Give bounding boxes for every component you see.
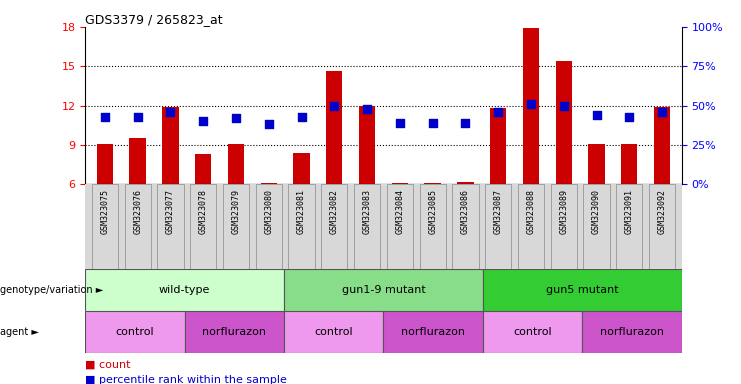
- Bar: [284, 269, 483, 311]
- Bar: [359, 106, 375, 184]
- Text: GSM323079: GSM323079: [231, 189, 241, 233]
- Bar: [617, 184, 642, 269]
- Bar: [485, 184, 511, 269]
- Point: [197, 118, 209, 124]
- Bar: [124, 184, 150, 269]
- Bar: [452, 184, 479, 269]
- Text: GSM323077: GSM323077: [166, 189, 175, 233]
- Bar: [392, 183, 408, 184]
- Bar: [483, 311, 582, 353]
- Bar: [582, 311, 682, 353]
- Text: GSM323082: GSM323082: [330, 189, 339, 233]
- Bar: [518, 184, 544, 269]
- Bar: [583, 184, 610, 269]
- Text: GSM323086: GSM323086: [461, 189, 470, 233]
- Bar: [326, 71, 342, 184]
- Text: gun5 mutant: gun5 mutant: [546, 285, 619, 295]
- Bar: [288, 184, 315, 269]
- Text: ■ percentile rank within the sample: ■ percentile rank within the sample: [85, 375, 287, 384]
- Point: [132, 114, 144, 120]
- Bar: [419, 184, 446, 269]
- Text: control: control: [514, 327, 552, 337]
- Bar: [621, 144, 637, 184]
- Text: agent ►: agent ►: [0, 327, 39, 337]
- Text: norflurazon: norflurazon: [401, 327, 465, 337]
- Text: GSM323092: GSM323092: [657, 189, 667, 233]
- Point: [361, 106, 373, 112]
- Text: ■ count: ■ count: [85, 360, 130, 370]
- Text: GSM323089: GSM323089: [559, 189, 568, 233]
- Point: [623, 114, 635, 120]
- Text: gun1-9 mutant: gun1-9 mutant: [342, 285, 425, 295]
- Point: [99, 114, 111, 120]
- Text: GSM323085: GSM323085: [428, 189, 437, 233]
- Bar: [284, 311, 384, 353]
- Bar: [185, 311, 284, 353]
- Bar: [522, 28, 539, 184]
- Bar: [588, 144, 605, 184]
- Bar: [96, 144, 113, 184]
- Point: [558, 103, 570, 109]
- Bar: [654, 107, 671, 184]
- Bar: [85, 269, 284, 311]
- Point: [591, 112, 602, 118]
- Point: [525, 101, 537, 107]
- Text: GSM323084: GSM323084: [396, 189, 405, 233]
- Point: [328, 103, 340, 109]
- Point: [656, 109, 668, 115]
- Text: norflurazon: norflurazon: [600, 327, 664, 337]
- Bar: [85, 311, 185, 353]
- Bar: [157, 184, 184, 269]
- Point: [263, 121, 275, 127]
- Bar: [227, 144, 245, 184]
- Text: GSM323087: GSM323087: [494, 189, 502, 233]
- Text: GSM323083: GSM323083: [362, 189, 371, 233]
- Bar: [321, 184, 348, 269]
- Text: GSM323080: GSM323080: [265, 189, 273, 233]
- Bar: [223, 184, 249, 269]
- Text: wild-type: wild-type: [159, 285, 210, 295]
- Text: GSM323076: GSM323076: [133, 189, 142, 233]
- Bar: [551, 184, 576, 269]
- Text: norflurazon: norflurazon: [202, 327, 266, 337]
- Bar: [354, 184, 380, 269]
- Bar: [425, 183, 441, 184]
- Bar: [256, 184, 282, 269]
- Bar: [490, 108, 506, 184]
- Bar: [190, 184, 216, 269]
- Point: [394, 120, 406, 126]
- Text: GSM323078: GSM323078: [199, 189, 207, 233]
- Bar: [387, 184, 413, 269]
- Bar: [130, 138, 146, 184]
- Bar: [293, 153, 310, 184]
- Bar: [457, 182, 473, 184]
- Bar: [483, 269, 682, 311]
- Point: [165, 109, 176, 115]
- Point: [492, 109, 504, 115]
- Text: genotype/variation ►: genotype/variation ►: [0, 285, 103, 295]
- Point: [296, 114, 308, 120]
- Bar: [261, 183, 277, 184]
- Bar: [92, 184, 118, 269]
- Point: [230, 115, 242, 121]
- Point: [427, 120, 439, 126]
- Text: GSM323088: GSM323088: [526, 189, 536, 233]
- Text: GDS3379 / 265823_at: GDS3379 / 265823_at: [85, 13, 223, 26]
- Bar: [162, 107, 179, 184]
- Text: control: control: [314, 327, 353, 337]
- Text: GSM323090: GSM323090: [592, 189, 601, 233]
- Bar: [384, 311, 483, 353]
- Text: control: control: [116, 327, 154, 337]
- Bar: [649, 184, 675, 269]
- Text: GSM323091: GSM323091: [625, 189, 634, 233]
- Bar: [556, 61, 572, 184]
- Text: GSM323081: GSM323081: [297, 189, 306, 233]
- Bar: [195, 154, 211, 184]
- Point: [459, 120, 471, 126]
- Text: GSM323075: GSM323075: [100, 189, 110, 233]
